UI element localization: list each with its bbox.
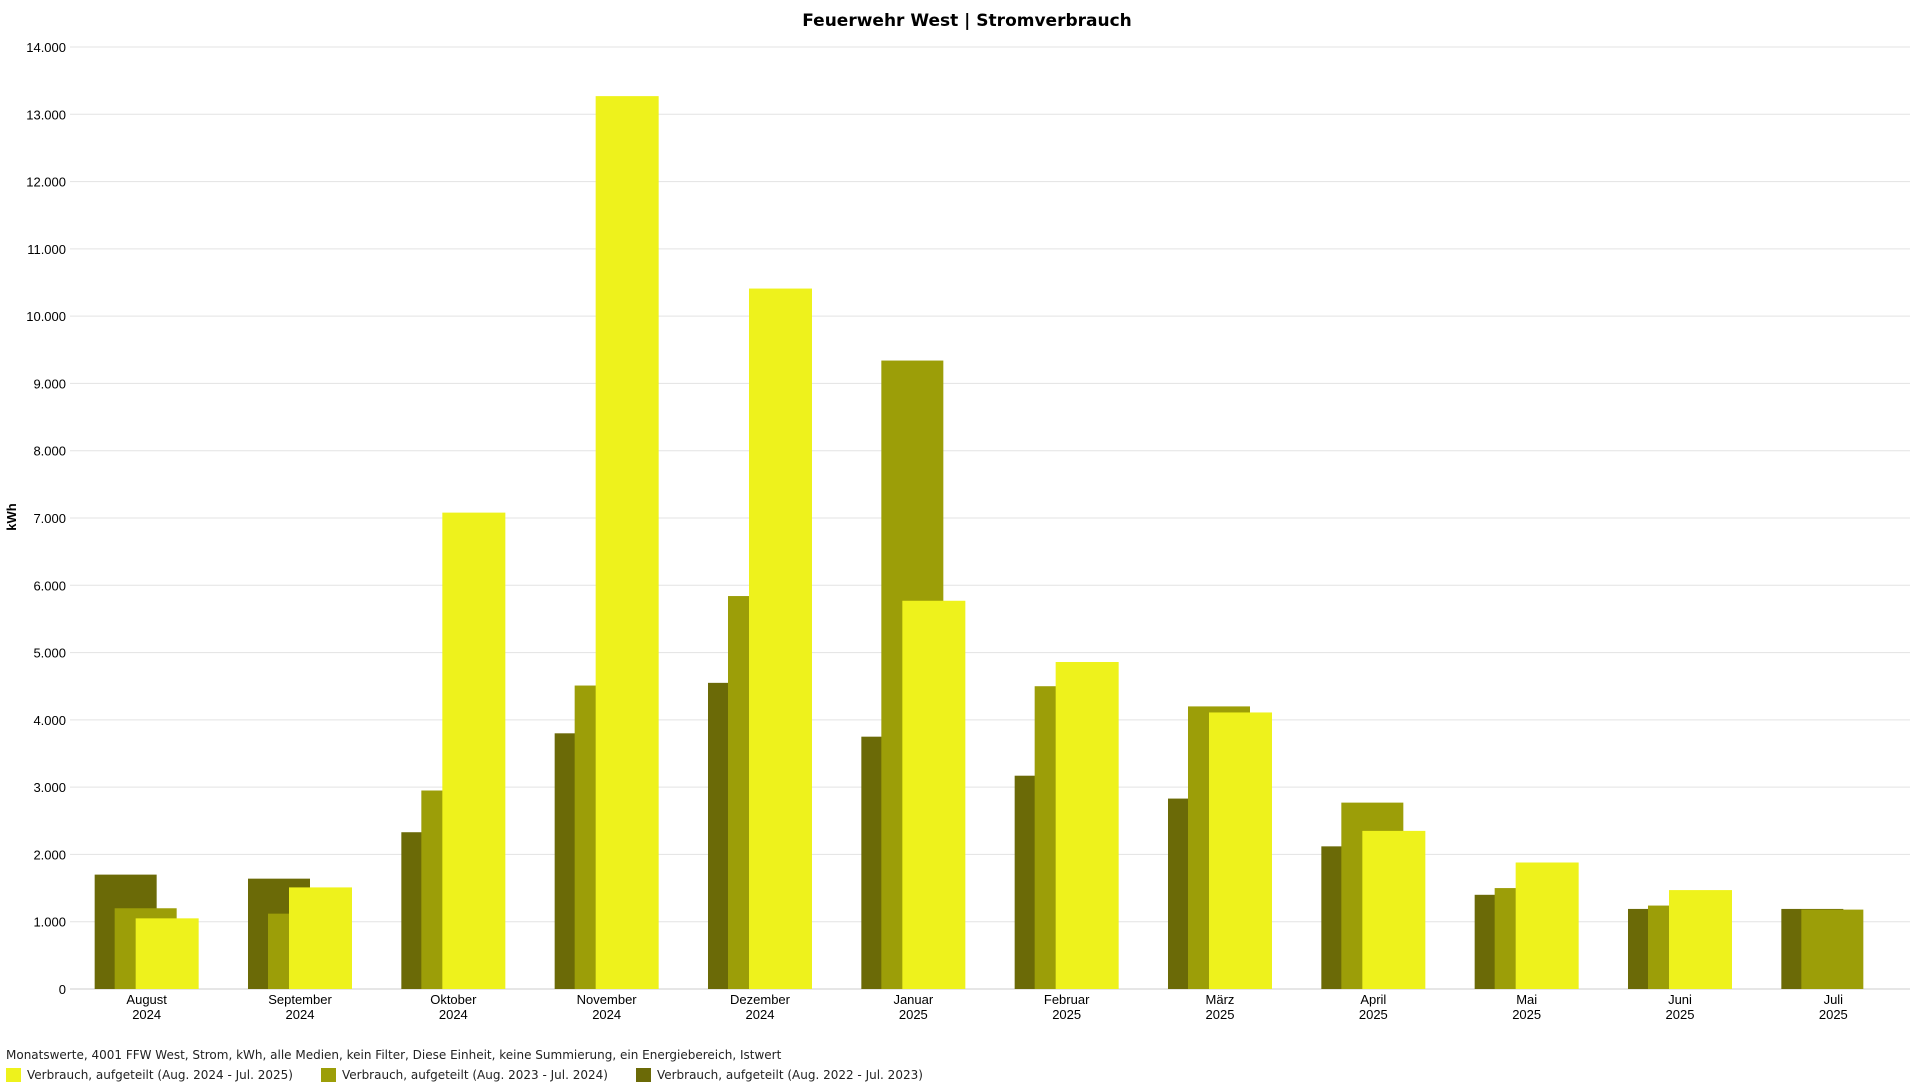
y-tick-label: 11.000: [27, 242, 66, 257]
x-tick-month: Juli: [1824, 992, 1844, 1007]
y-tick-label: 4.000: [33, 713, 66, 728]
gridlines: [70, 46, 1910, 990]
y-tick-label: 0: [59, 982, 66, 997]
y-tick-label: 6.000: [33, 578, 66, 593]
bar-2-oktober: [442, 512, 506, 989]
x-tick-month: Januar: [893, 992, 933, 1007]
x-tick-month: Februar: [1044, 992, 1090, 1007]
x-tick-year: 2024: [286, 1007, 315, 1022]
x-tick-month: April: [1360, 992, 1386, 1007]
legend-swatch: [6, 1068, 21, 1082]
legend-swatch: [635, 1068, 651, 1082]
y-tick-label: 8.000: [33, 444, 66, 459]
x-tick-month: September: [268, 992, 332, 1007]
x-axis-ticks: August2024September2024Oktober2024Novemb…: [126, 992, 1847, 1022]
y-tick-label: 10.000: [26, 309, 66, 324]
x-tick-year: 2025: [1819, 1007, 1848, 1022]
x-tick-year: 2025: [899, 1007, 928, 1022]
y-tick-label: 3.000: [33, 780, 66, 795]
chart-description: Monatswerte, 4001 FFW West, Strom, kWh, …: [6, 1048, 782, 1062]
legend-item: Verbrauch, aufgeteilt (Aug. 2024 - Jul. …: [6, 1068, 293, 1082]
x-tick-month: Dezember: [730, 992, 791, 1007]
x-tick-year: 2025: [1359, 1007, 1388, 1022]
y-tick-label: 2.000: [33, 847, 66, 862]
y-tick-label: 12.000: [26, 175, 66, 190]
y-tick-label: 13.000: [26, 107, 66, 122]
x-tick-year: 2025: [1666, 1007, 1695, 1022]
legend-item: Verbrauch, aufgeteilt (Aug. 2023 - Jul. …: [320, 1068, 608, 1082]
x-tick-month: Juni: [1668, 992, 1692, 1007]
x-tick-month: März: [1206, 992, 1235, 1007]
x-tick-year: 2024: [746, 1007, 775, 1022]
bar-2-september: [289, 887, 352, 989]
legend-label: Verbrauch, aufgeteilt (Aug. 2023 - Jul. …: [341, 1068, 608, 1082]
bar-1-juli: [1801, 909, 1864, 989]
bar-2-dezember: [749, 288, 812, 989]
x-tick-year: 2024: [132, 1007, 161, 1022]
y-tick-label: 7.000: [33, 511, 66, 526]
bar-2-februar: [1055, 661, 1119, 989]
y-tick-label: 5.000: [33, 646, 66, 661]
x-tick-month: November: [577, 992, 638, 1007]
chart-title: Feuerwehr West | Stromverbrauch: [802, 11, 1132, 31]
bar-2-januar: [902, 600, 966, 989]
y-axis-label: kWh: [4, 503, 19, 531]
x-tick-month: August: [126, 992, 167, 1007]
bar-2-juni: [1669, 890, 1732, 989]
chart-legend: Verbrauch, aufgeteilt (Aug. 2024 - Jul. …: [6, 1068, 923, 1082]
legend-label: Verbrauch, aufgeteilt (Aug. 2024 - Jul. …: [27, 1068, 293, 1082]
bars: [94, 96, 1864, 990]
bar-2-august: [135, 918, 199, 989]
legend-label: Verbrauch, aufgeteilt (Aug. 2022 - Jul. …: [656, 1068, 923, 1082]
y-axis-ticks: 0 1.000 2.000 3.000 4.000 5.000 6.000 7.000 8.00…: [26, 40, 66, 997]
y-tick-label: 14.000: [26, 40, 66, 55]
y-tick-label: 9.000: [33, 376, 66, 391]
x-tick-year: 2024: [592, 1007, 621, 1022]
x-tick-year: 2024: [439, 1007, 468, 1022]
legend-swatch: [320, 1068, 336, 1082]
bar-2-mai: [1515, 862, 1579, 989]
bar-2-november: [595, 96, 659, 989]
x-tick-year: 2025: [1206, 1007, 1235, 1022]
x-tick-month: Mai: [1516, 992, 1537, 1007]
legend-item: Verbrauch, aufgeteilt (Aug. 2022 - Jul. …: [635, 1068, 923, 1082]
y-tick-label: 1.000: [33, 915, 66, 930]
bar-2-märz: [1209, 712, 1272, 989]
x-tick-year: 2025: [1052, 1007, 1081, 1022]
x-tick-month: Oktober: [430, 992, 477, 1007]
x-tick-year: 2025: [1512, 1007, 1541, 1022]
bar-2-april: [1362, 830, 1426, 989]
